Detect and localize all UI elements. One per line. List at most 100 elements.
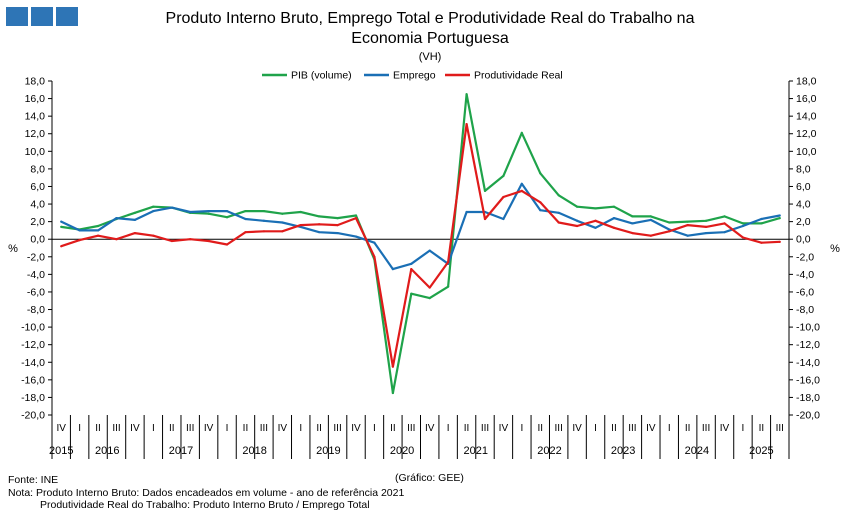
logo-block	[56, 7, 78, 26]
data-point-pib	[281, 212, 284, 215]
data-point-pib	[207, 212, 210, 215]
data-point-pib	[631, 215, 634, 218]
data-point-produtividade	[281, 230, 284, 233]
x-tick-label-quarter: I	[152, 423, 155, 434]
x-tick-label-quarter: III	[186, 423, 194, 434]
x-tick-label-year: 2018	[242, 445, 266, 457]
y-tick-label-right: 12,0	[796, 128, 817, 140]
data-point-produtividade	[244, 231, 247, 234]
y-tick-label-right: 8,0	[796, 163, 811, 175]
footer-note: Nota: Produto Interno Bruto: Dados encad…	[8, 487, 405, 499]
data-point-pib	[723, 215, 726, 218]
y-tick-label-left: 0,0	[30, 234, 45, 246]
data-point-produtividade	[60, 245, 63, 248]
y-tick-label-right: -8,0	[796, 304, 814, 316]
y-tick-label-left: 18,0	[25, 76, 46, 88]
y-tick-label-left: -18,0	[21, 392, 45, 404]
y-tick-label-left: -16,0	[21, 374, 45, 386]
x-tick-label-year: 2019	[316, 445, 340, 457]
y-tick-label-right: -6,0	[796, 286, 814, 298]
y-tick-label-right: -14,0	[796, 357, 820, 369]
y-tick-label-right: -4,0	[796, 269, 814, 281]
data-point-produtividade	[631, 231, 634, 235]
data-point-produtividade	[318, 223, 321, 226]
data-point-produtividade	[686, 224, 689, 227]
data-point-pib	[760, 222, 763, 225]
x-tick-label-quarter: IV	[204, 423, 214, 434]
gee-logo	[6, 7, 78, 26]
data-point-produtividade	[225, 243, 229, 246]
data-point-produtividade	[189, 238, 192, 241]
data-point-produtividade	[557, 221, 560, 224]
y-tick-label-right: -12,0	[796, 339, 820, 351]
x-tick-label-quarter: II	[390, 423, 396, 434]
y-tick-label-left: 8,0	[30, 163, 45, 175]
y-tick-label-left: 2,0	[30, 216, 45, 228]
x-tick-label-quarter: IV	[572, 423, 582, 434]
data-point-emprego	[576, 219, 579, 222]
data-point-pib	[428, 297, 431, 300]
data-point-pib	[244, 209, 247, 213]
data-point-pib	[133, 211, 137, 214]
data-point-pib	[741, 222, 745, 225]
data-point-produtividade	[668, 230, 671, 233]
y-tick-label-left: -10,0	[21, 322, 45, 334]
data-point-pib	[576, 205, 579, 208]
data-point-produtividade	[299, 224, 302, 227]
x-tick-label-year: 2022	[537, 445, 561, 457]
data-point-emprego	[207, 209, 210, 213]
y-axis-label-left: %	[8, 243, 18, 255]
x-tick-label-quarter: I	[226, 423, 229, 434]
y-tick-label-left: 6,0	[30, 181, 45, 193]
y-tick-label-left: -12,0	[21, 339, 45, 351]
data-point-pib	[391, 391, 394, 395]
data-point-pib	[225, 216, 229, 219]
x-tick-label-quarter: I	[594, 423, 597, 434]
data-point-emprego	[318, 231, 321, 234]
data-point-produtividade	[723, 222, 726, 225]
y-tick-label-left: -20,0	[21, 410, 45, 422]
data-point-emprego	[594, 226, 597, 229]
y-tick-label-left: -14,0	[21, 357, 45, 369]
y-tick-label-right: 4,0	[796, 199, 811, 211]
x-tick-label-year: 2021	[464, 445, 488, 457]
data-point-produtividade	[594, 219, 597, 222]
data-point-emprego	[778, 214, 781, 217]
y-tick-label-right: 10,0	[796, 146, 817, 158]
data-point-emprego	[520, 182, 523, 185]
footer-source: Fonte: INE	[8, 474, 59, 486]
data-point-produtividade	[262, 230, 265, 233]
x-tick-label-quarter: II	[316, 423, 322, 434]
y-axis-label-right: %	[830, 243, 840, 255]
data-point-produtividade	[465, 122, 468, 126]
data-point-pib	[152, 205, 155, 208]
y-tick-label-right: -2,0	[796, 251, 814, 263]
data-point-emprego	[539, 209, 542, 212]
data-point-pib	[483, 189, 487, 192]
data-point-emprego	[557, 211, 560, 214]
data-point-pib	[704, 219, 708, 222]
chart-title-line1: Produto Interno Bruto, Emprego Total e P…	[165, 10, 695, 27]
data-point-produtividade	[612, 226, 616, 229]
footer-note-2: Produtividade Real do Trabalho: Produto …	[40, 499, 370, 511]
data-point-pib	[447, 285, 450, 288]
data-point-pib	[539, 172, 542, 175]
y-tick-label-right: -10,0	[796, 322, 820, 334]
data-point-emprego	[686, 234, 689, 237]
x-tick-label-quarter: II	[95, 423, 101, 434]
chart-title-line2: Economia Portuguesa	[351, 30, 509, 47]
x-tick-label-quarter: III	[702, 423, 710, 434]
data-point-pib	[557, 194, 560, 197]
data-point-pib	[60, 225, 63, 229]
data-point-emprego	[354, 235, 358, 238]
x-tick-label-quarter: II	[243, 423, 249, 434]
data-point-emprego	[244, 217, 247, 221]
x-tick-label-year: 2024	[685, 445, 709, 457]
data-point-emprego	[281, 221, 284, 224]
data-point-emprego	[631, 222, 634, 225]
data-point-pib	[612, 205, 616, 208]
y-tick-label-left: 14,0	[25, 111, 46, 123]
x-tick-label-year: 2016	[95, 445, 119, 457]
x-tick-label-quarter: I	[78, 423, 81, 434]
